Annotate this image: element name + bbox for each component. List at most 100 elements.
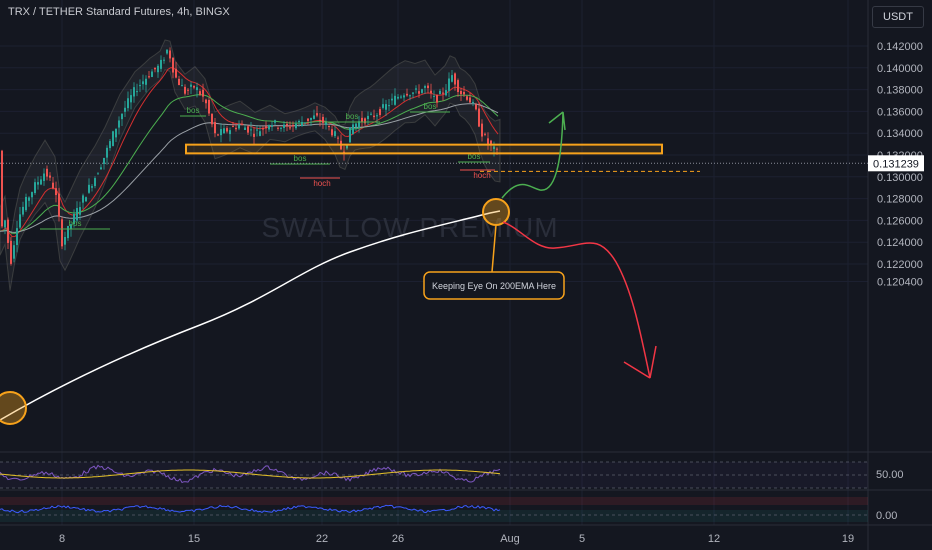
candle-body bbox=[466, 96, 468, 100]
candle-body bbox=[106, 147, 108, 158]
candle-body bbox=[400, 96, 402, 98]
resistance-zone bbox=[185, 143, 663, 155]
candle-body bbox=[496, 148, 498, 150]
candle-body bbox=[115, 128, 117, 138]
candle-body bbox=[46, 168, 48, 177]
bos-label: bos bbox=[468, 152, 481, 161]
rsi-ma-line bbox=[0, 469, 501, 479]
candle-body bbox=[346, 145, 348, 149]
candle-body bbox=[259, 131, 261, 136]
candle-body bbox=[286, 123, 288, 126]
callout-box bbox=[423, 271, 565, 300]
callout-pointer bbox=[491, 224, 497, 273]
last-price-label: 0.131239 bbox=[873, 158, 919, 170]
candle-body bbox=[211, 113, 213, 125]
candle-body bbox=[316, 113, 318, 116]
currency-button[interactable]: USDT bbox=[872, 6, 924, 28]
candle-body bbox=[472, 101, 474, 104]
candle-body bbox=[43, 173, 45, 181]
candle-body bbox=[7, 219, 9, 243]
candle-body bbox=[40, 179, 42, 185]
candle-body bbox=[391, 98, 393, 101]
rsi-tick: 50.00 bbox=[876, 469, 904, 481]
candle-body bbox=[268, 125, 270, 130]
bos-label: bos bbox=[346, 112, 359, 121]
candle-body bbox=[319, 119, 321, 122]
candle-body bbox=[58, 193, 60, 217]
candle-body bbox=[151, 71, 153, 77]
candle-body bbox=[454, 73, 456, 85]
candle-body bbox=[241, 124, 243, 126]
candle-body bbox=[37, 182, 39, 185]
macd-line bbox=[0, 504, 501, 514]
candle-body bbox=[73, 213, 75, 225]
candle-body bbox=[145, 78, 147, 85]
candle-body bbox=[226, 128, 228, 132]
candle-body bbox=[79, 207, 81, 215]
candle-body bbox=[250, 129, 252, 131]
candle-body bbox=[25, 196, 27, 211]
candle-body bbox=[253, 133, 255, 137]
candle-body bbox=[1, 150, 3, 227]
candle-body bbox=[364, 118, 366, 124]
ema-fast-line bbox=[0, 67, 499, 238]
candle-body bbox=[103, 157, 105, 164]
bos-label: bos bbox=[424, 102, 437, 111]
candle-body bbox=[304, 122, 306, 124]
candle-body bbox=[310, 117, 312, 120]
candle-body bbox=[52, 182, 54, 189]
price-tick: 0.138000 bbox=[877, 85, 923, 97]
time-tick: 12 bbox=[708, 533, 720, 545]
candle-body bbox=[277, 127, 279, 129]
price-tick: 0.120400 bbox=[877, 276, 923, 288]
time-tick: 5 bbox=[579, 533, 585, 545]
candle-body bbox=[70, 224, 72, 230]
candle-body bbox=[187, 89, 189, 91]
choch-label: hoch bbox=[313, 179, 330, 188]
candle-body bbox=[469, 97, 471, 103]
focus-circle-left bbox=[0, 391, 27, 425]
candle-body bbox=[235, 127, 237, 130]
candle-body bbox=[418, 91, 420, 94]
candle-body bbox=[424, 86, 426, 88]
candle-body bbox=[247, 126, 249, 133]
candle-body bbox=[232, 126, 234, 128]
candle-body bbox=[352, 124, 354, 135]
candle-body bbox=[334, 131, 336, 137]
candle-body bbox=[439, 90, 441, 95]
candle-body bbox=[295, 123, 297, 129]
candle-body bbox=[76, 208, 78, 221]
candle-body bbox=[376, 115, 378, 117]
candle-body bbox=[412, 92, 414, 94]
candle-body bbox=[361, 117, 363, 122]
candle-body bbox=[142, 81, 144, 85]
candle-body bbox=[487, 138, 489, 144]
candle-body bbox=[322, 116, 324, 123]
candle-body bbox=[160, 59, 162, 69]
time-tick: 8 bbox=[59, 533, 65, 545]
bos-label: bos bbox=[294, 154, 307, 163]
time-tick: 26 bbox=[392, 533, 404, 545]
candle-body bbox=[193, 85, 195, 88]
candle-body bbox=[451, 75, 453, 82]
candle-body bbox=[442, 92, 444, 94]
candle-body bbox=[208, 99, 210, 114]
candle-body bbox=[169, 50, 171, 59]
candle-body bbox=[22, 206, 24, 215]
candle-body bbox=[370, 113, 372, 115]
candle-body bbox=[490, 140, 492, 146]
candle-body bbox=[148, 76, 150, 78]
candle-body bbox=[28, 197, 30, 201]
rsi-line bbox=[0, 464, 501, 484]
candle-body bbox=[385, 104, 387, 110]
candle-body bbox=[139, 85, 141, 87]
candle-body bbox=[178, 78, 180, 86]
candle-body bbox=[307, 118, 309, 121]
callout-text: Keeping Eye On 200EMA Here bbox=[432, 281, 556, 291]
candle-body bbox=[196, 87, 198, 91]
candle-body bbox=[112, 131, 114, 146]
candle-body bbox=[421, 89, 423, 93]
candle-body bbox=[337, 137, 339, 139]
focus-circle bbox=[482, 198, 510, 226]
